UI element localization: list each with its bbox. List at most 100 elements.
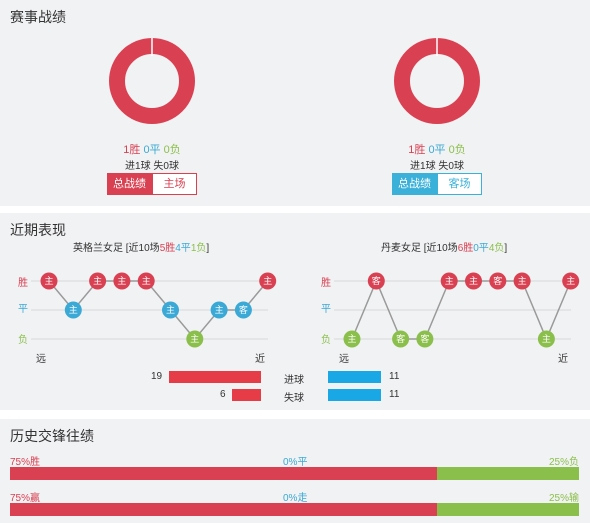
away-goals-summary: 进1球 失0球 [410, 161, 464, 172]
right-form-node: 客 [489, 272, 507, 290]
right-team-name: 丹麦女足 [381, 243, 421, 254]
h2h-handicap-push-label: 0%走 [283, 493, 308, 504]
home-goals-summary: 进1球 失0球 [125, 161, 179, 172]
h2h-handicap-bar [10, 503, 579, 516]
right-losses: 4负 [488, 243, 505, 254]
right-team-summary: 丹麦女足 [近10场6胜0平4负] [381, 239, 507, 254]
home-record-donut [109, 38, 209, 138]
right-form-node-dot [465, 272, 482, 290]
right-row-win: 胜 [321, 278, 331, 289]
away-record-donut [394, 38, 494, 138]
right-form-node-venue: 客 [493, 275, 502, 286]
left-row-win: 胜 [18, 278, 28, 289]
h2h-handicap-win-segment [10, 503, 437, 516]
away-record-summary: 1胜 0平 0负 [377, 141, 497, 157]
right-form-node-dot [562, 272, 580, 290]
left-goals-value: 19 [151, 371, 163, 382]
h2h-loss-segment [436, 467, 579, 480]
home-record-tabs: 总战绩 主场 [107, 173, 197, 195]
right-form-node-dot [489, 272, 507, 290]
right-form-node: 客 [367, 272, 385, 290]
left-form-node-dot [234, 301, 252, 319]
away-record-tabs: 总战绩 客场 [392, 173, 482, 195]
left-form-node: 主 [89, 272, 107, 290]
left-form-node: 主 [64, 301, 82, 319]
right-form-node-venue: 客 [420, 333, 429, 344]
right-conceded-bar [328, 389, 382, 401]
h2h-loss-label: 25%负 [548, 457, 579, 468]
right-row-draw: 平 [321, 304, 331, 315]
home-draw-count: 0平 [143, 144, 161, 156]
conceded-label: 失球 [284, 393, 304, 404]
left-row-draw: 平 [18, 304, 28, 315]
home-record-summary: 1胜 0平 0负 [92, 141, 212, 157]
right-form-node-dot [392, 330, 410, 348]
left-wins: 5胜 [159, 243, 176, 254]
h2h-win-label: 75%胜 [10, 457, 41, 468]
right-form-node: 主 [343, 330, 361, 348]
right-form-node-dot [440, 272, 458, 290]
tab-total-record-home[interactable]: 总战绩 [107, 173, 152, 195]
left-form-node-dot [210, 301, 228, 319]
left-form-node-dot [186, 330, 204, 348]
left-draws: 4平 [175, 243, 191, 254]
tab-home-venue[interactable]: 主场 [152, 173, 197, 195]
left-form-node: 主 [40, 272, 58, 290]
left-form-node-venue: 客 [239, 304, 248, 315]
tab-away-venue[interactable]: 客场 [437, 173, 482, 195]
right-form-node-venue: 主 [445, 275, 454, 286]
tab-total-record-away[interactable]: 总战绩 [392, 173, 437, 195]
right-form-node-venue: 主 [518, 275, 527, 286]
right-form-node: 主 [465, 272, 482, 290]
left-axis-near: 近 [255, 354, 265, 365]
away-win-count: 1胜 [408, 144, 426, 156]
left-conceded-bar [231, 389, 261, 401]
h2h-result-bar [10, 467, 579, 480]
right-goals-value: 11 [389, 371, 400, 382]
recent-form-chart: 主主主主主主主主 客主主客客 客主主客主主主 [31, 272, 580, 348]
right-form-node: 主 [513, 272, 531, 290]
away-loss-count: 0负 [448, 144, 466, 156]
left-row-loss: 负 [18, 335, 28, 346]
right-form-node-dot [367, 272, 385, 290]
right-form-node-venue: 客 [396, 333, 405, 344]
right-form-node-venue: 主 [469, 275, 478, 286]
left-form-node-venue: 主 [263, 275, 272, 286]
left-form-node-dot [113, 272, 131, 290]
left-form-node: 主 [137, 272, 155, 290]
left-team-summary: 英格兰女足 [近10场5胜4平1负] [73, 239, 209, 254]
h2h-draw-label: 0%平 [283, 457, 308, 468]
right-draws: 0平 [473, 243, 489, 254]
right-form-node-dot [537, 330, 555, 348]
right-summary-prefix: [近10场 [423, 243, 458, 254]
right-form-line [351, 279, 572, 341]
left-form-node-dot [89, 272, 107, 290]
right-row-loss: 负 [321, 335, 331, 346]
right-form-node: 主 [562, 272, 580, 290]
right-form-node: 客 [416, 330, 434, 348]
home-win-count: 1胜 [123, 144, 141, 156]
left-conceded-value: 6 [220, 389, 226, 400]
left-goals-bar [169, 371, 261, 383]
h2h-handicap-win-label: 75%赢 [10, 493, 41, 504]
away-draw-count: 0平 [428, 144, 446, 156]
left-form-node-dot [259, 272, 277, 290]
left-losses: 1负 [190, 243, 207, 254]
h2h-handicap-loss-label: 25%输 [548, 493, 579, 504]
right-axis-far: 远 [339, 354, 349, 365]
left-form-node-venue: 主 [69, 304, 78, 315]
recent-form-title: 近期表现 [10, 222, 66, 238]
left-form-node-venue: 主 [93, 275, 102, 286]
left-form-node-venue: 主 [166, 304, 175, 315]
left-team-name: 英格兰女足 [73, 243, 123, 254]
left-form-node-dot [137, 272, 155, 290]
right-form-node: 主 [537, 330, 555, 348]
right-form-node: 主 [440, 272, 458, 290]
left-form-node: 主 [162, 301, 179, 319]
record-panel-title: 赛事战绩 [10, 9, 66, 25]
left-form-node: 客 [234, 301, 252, 319]
right-axis-near: 近 [558, 354, 568, 365]
h2h-handicap-loss-segment [436, 503, 579, 516]
left-form-node-dot [64, 301, 82, 319]
left-form-node-venue: 主 [44, 275, 53, 286]
